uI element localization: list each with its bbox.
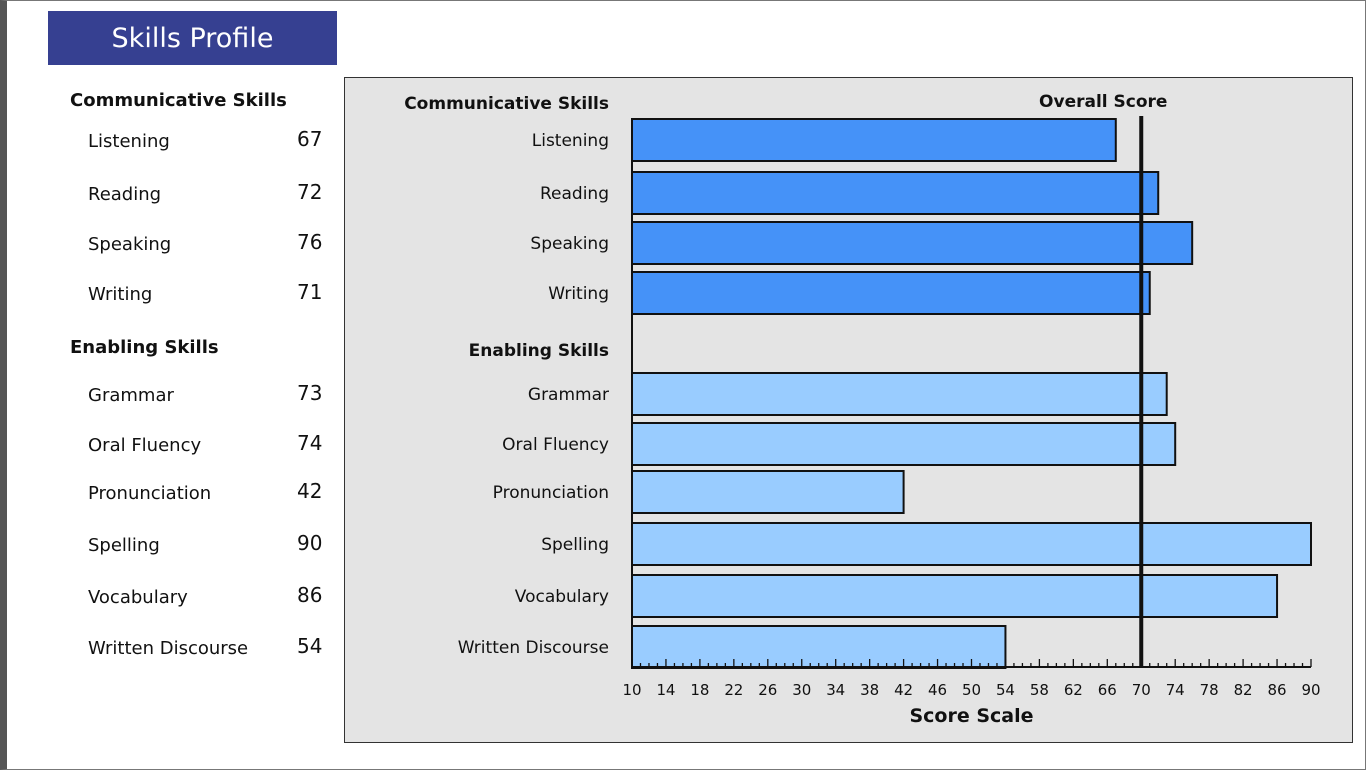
x-tick-label: 70 — [1132, 681, 1151, 699]
skill-score: 76 — [297, 230, 323, 254]
skill-label: Speaking — [88, 234, 172, 255]
bar-writing — [631, 271, 1151, 315]
skill-label: Oral Fluency — [88, 435, 202, 456]
x-tick-label: 18 — [690, 681, 709, 699]
bar-category-label: Reading — [540, 184, 609, 204]
x-tick-label: 26 — [758, 681, 777, 699]
skill-label: Listening — [88, 131, 170, 152]
skill-label: Written Discourse — [88, 638, 249, 659]
skill-label: Reading — [88, 184, 162, 205]
skill-score: 54 — [297, 634, 323, 658]
x-tick-label: 50 — [962, 681, 981, 699]
x-tick-label: 30 — [792, 681, 811, 699]
x-tick-label: 66 — [1098, 681, 1117, 699]
skill-score: 42 — [297, 479, 323, 503]
x-tick-label: 22 — [724, 681, 743, 699]
x-tick-label: 86 — [1268, 681, 1287, 699]
x-tick-label: 42 — [894, 681, 913, 699]
skill-score: 67 — [297, 127, 323, 151]
bar-spelling — [631, 522, 1312, 566]
x-tick-label: 78 — [1200, 681, 1219, 699]
skill-label: Grammar — [88, 385, 174, 406]
x-tick-label: 38 — [860, 681, 879, 699]
bar-category-label: Written Discourse — [458, 638, 609, 658]
skill-label: Pronunciation — [88, 483, 212, 504]
skill-score: 86 — [297, 583, 323, 607]
x-tick-label: 82 — [1234, 681, 1253, 699]
bar-pronunciation — [631, 470, 905, 514]
bar-category-label: Grammar — [528, 385, 609, 405]
chart-group-heading: Communicative Skills — [404, 94, 609, 114]
bar-listening — [631, 118, 1117, 162]
skill-score: 90 — [297, 531, 323, 555]
page-title: Skills Profile — [48, 11, 337, 65]
bar-category-label: Oral Fluency — [502, 435, 609, 455]
skill-score: 74 — [297, 431, 323, 455]
chart-panel: Communicative Skills Enabling Skills Liste… — [344, 77, 1353, 743]
x-tick-label: 62 — [1064, 681, 1083, 699]
bar-vocabulary — [631, 574, 1279, 618]
x-tick-label: 58 — [1030, 681, 1049, 699]
x-tick-label: 46 — [928, 681, 947, 699]
overall-score-label: Overall Score — [1039, 92, 1167, 112]
bar-category-label: Vocabulary — [515, 587, 609, 607]
x-axis-title: Score Scale — [909, 705, 1033, 727]
skill-score: 73 — [297, 381, 323, 405]
x-tick-label: 34 — [826, 681, 845, 699]
skill-score: 71 — [297, 280, 323, 304]
bar-category-label: Pronunciation — [493, 483, 609, 503]
bar-speaking — [631, 221, 1194, 265]
x-tick-label: 74 — [1166, 681, 1185, 699]
skill-label: Vocabulary — [88, 587, 188, 608]
bar-category-label: Writing — [548, 284, 609, 304]
chart-group-heading: Enabling Skills — [469, 341, 609, 361]
skill-score: 72 — [297, 180, 323, 204]
bar-category-label: Speaking — [530, 234, 609, 254]
x-tick-label: 14 — [656, 681, 675, 699]
bar-oral-fluency — [631, 422, 1177, 466]
skill-label: Writing — [88, 284, 153, 305]
group-heading: Enabling Skills — [70, 337, 219, 358]
bar-category-label: Spelling — [541, 535, 609, 555]
skills-bar-chart: Communicative Skills Enabling Skills Liste… — [404, 92, 1321, 727]
x-tick-label: 90 — [1302, 681, 1321, 699]
bar-category-label: Listening — [532, 131, 609, 151]
group-heading: Communicative Skills — [70, 90, 287, 111]
x-tick-label: 54 — [996, 681, 1015, 699]
skill-label: Spelling — [88, 535, 160, 556]
bar-written-discourse — [631, 625, 1007, 669]
x-tick-label: 10 — [623, 681, 642, 699]
bar-reading — [631, 171, 1160, 215]
bar-grammar — [631, 372, 1168, 416]
